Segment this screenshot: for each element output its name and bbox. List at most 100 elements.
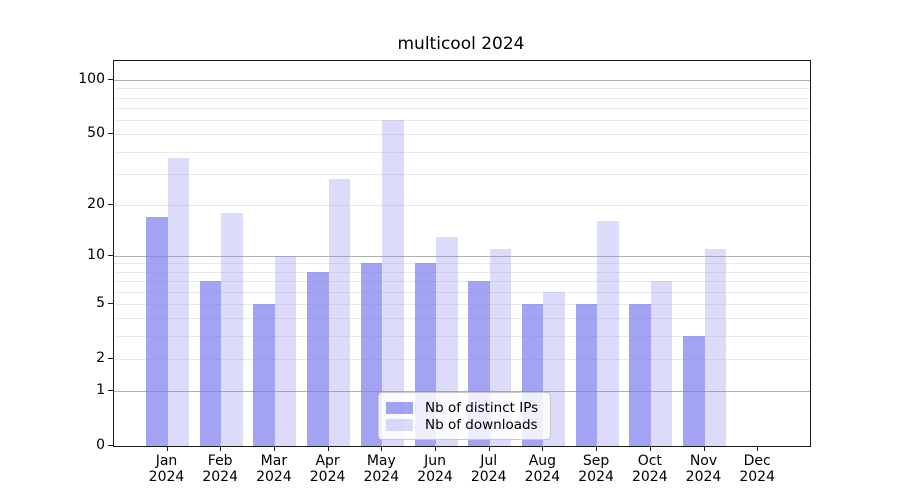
x-tick-month: Jul bbox=[480, 453, 498, 469]
gridline-minor-4 bbox=[114, 318, 810, 320]
y-tick-mark-50 bbox=[108, 133, 113, 135]
gridline-minor-7 bbox=[114, 281, 810, 283]
bar-s1-sep bbox=[597, 221, 619, 446]
gridline-minor-5 bbox=[114, 303, 810, 305]
y-tick-mark-5 bbox=[108, 302, 113, 304]
y-tick-label-1: 1 bbox=[96, 382, 105, 399]
x-tick-year: 2024 bbox=[256, 469, 292, 485]
y-tick-label-100: 100 bbox=[78, 71, 105, 88]
x-tick-month: May bbox=[366, 453, 396, 469]
x-tick-year: 2024 bbox=[148, 469, 185, 485]
y-tick-label-5: 5 bbox=[96, 294, 105, 311]
bar-s0-sep bbox=[575, 303, 598, 446]
x-tick-mark-jul bbox=[488, 446, 490, 451]
x-tick-year: 2024 bbox=[417, 469, 453, 485]
x-tick-label-aug: Aug 2024 bbox=[510, 453, 574, 485]
y-tick-label-20: 20 bbox=[87, 195, 105, 212]
legend-label-distinct-ips: Nb of distinct IPs bbox=[425, 399, 539, 416]
gridline-minor-2 bbox=[114, 358, 810, 360]
x-tick-month: Jun bbox=[424, 453, 446, 469]
gridline-minor-80 bbox=[114, 97, 810, 99]
x-tick-label-mar: Mar 2024 bbox=[242, 453, 306, 485]
gridline-minor-8 bbox=[114, 271, 810, 273]
bar-s1-jan bbox=[167, 157, 189, 446]
x-tick-year: 2024 bbox=[309, 469, 346, 485]
x-tick-month: Mar bbox=[260, 453, 288, 469]
y-tick-mark-100 bbox=[108, 79, 113, 81]
x-tick-month: Dec bbox=[743, 453, 771, 469]
x-tick-year: 2024 bbox=[202, 469, 238, 485]
x-tick-year: 2024 bbox=[363, 469, 400, 485]
x-tick-month: Aug bbox=[528, 453, 557, 469]
x-tick-label-jul: Jul 2024 bbox=[457, 453, 521, 485]
bar-s0-mar bbox=[253, 303, 275, 446]
bar-s0-jan bbox=[146, 216, 168, 446]
bar-s1-may bbox=[382, 120, 404, 446]
x-tick-label-feb: Feb 2024 bbox=[188, 453, 252, 485]
x-tick-month: Jan bbox=[155, 453, 178, 469]
x-tick-mark-mar bbox=[273, 446, 275, 451]
x-tick-label-nov: Nov 2024 bbox=[672, 453, 736, 485]
x-tick-mark-may bbox=[381, 446, 383, 451]
x-tick-month: Sep bbox=[582, 453, 610, 469]
x-tick-year: 2024 bbox=[524, 469, 561, 485]
x-tick-mark-dec bbox=[757, 446, 759, 451]
gridline-minor-60 bbox=[114, 120, 810, 122]
bar-s0-apr bbox=[307, 271, 329, 446]
x-tick-month: Apr bbox=[315, 453, 340, 469]
x-tick-year: 2024 bbox=[578, 469, 614, 485]
y-tick-label-50: 50 bbox=[87, 125, 105, 142]
gridline-minor-6 bbox=[114, 291, 810, 293]
x-tick-year: 2024 bbox=[685, 469, 722, 485]
x-tick-mark-sep bbox=[596, 446, 598, 451]
gridline-minor-20 bbox=[114, 204, 810, 206]
bar-s0-feb bbox=[199, 281, 222, 446]
x-tick-month: Feb bbox=[207, 453, 233, 469]
x-tick-mark-feb bbox=[220, 446, 222, 451]
x-tick-label-apr: Apr 2024 bbox=[296, 453, 360, 485]
bar-s1-apr bbox=[328, 179, 351, 446]
gridline-major-10 bbox=[114, 255, 810, 257]
x-tick-year: 2024 bbox=[739, 469, 775, 485]
x-tick-month: Oct bbox=[637, 453, 662, 469]
bar-s1-oct bbox=[650, 281, 673, 446]
y-tick-label-10: 10 bbox=[87, 246, 105, 263]
legend-row-distinct-ips: Nb of distinct IPs bbox=[386, 399, 538, 416]
gridline-minor-30 bbox=[114, 173, 810, 175]
x-tick-mark-nov bbox=[703, 446, 705, 451]
x-tick-mark-oct bbox=[649, 446, 651, 451]
gridline-major-100 bbox=[114, 80, 810, 82]
gridline-major-1 bbox=[114, 391, 810, 393]
x-tick-label-may: May 2024 bbox=[349, 453, 413, 485]
gridline-minor-90 bbox=[114, 88, 810, 90]
bar-s0-oct bbox=[629, 303, 651, 446]
chart-title: multicool 2024 bbox=[397, 34, 525, 54]
x-tick-mark-aug bbox=[542, 446, 544, 451]
bar-s1-nov bbox=[704, 249, 726, 446]
gridline-minor-40 bbox=[114, 151, 810, 153]
y-tick-mark-10 bbox=[108, 254, 113, 256]
x-tick-mark-jan bbox=[166, 446, 168, 451]
x-tick-year: 2024 bbox=[470, 469, 507, 485]
y-tick-mark-1 bbox=[108, 390, 113, 392]
x-tick-mark-apr bbox=[327, 446, 329, 451]
y-tick-mark-20 bbox=[108, 203, 113, 205]
gridline-minor-3 bbox=[114, 336, 810, 338]
x-tick-label-oct: Oct 2024 bbox=[618, 453, 682, 485]
legend-swatch-downloads bbox=[386, 418, 413, 431]
x-tick-label-jun: Jun 2024 bbox=[403, 453, 467, 485]
x-tick-month: Nov bbox=[689, 453, 718, 469]
legend-swatch-distinct-ips bbox=[386, 401, 413, 414]
x-tick-label-jan: Jan 2024 bbox=[135, 453, 199, 485]
x-tick-year: 2024 bbox=[631, 469, 668, 485]
bar-s0-may bbox=[360, 263, 383, 446]
bar-s1-feb bbox=[221, 212, 243, 446]
x-tick-mark-jun bbox=[435, 446, 436, 451]
y-tick-mark-2 bbox=[108, 357, 113, 359]
y-tick-mark-0 bbox=[108, 445, 113, 446]
gridline-minor-9 bbox=[114, 263, 810, 265]
bar-s1-mar bbox=[274, 255, 297, 446]
x-tick-label-dec: Dec 2024 bbox=[725, 453, 789, 485]
plot-area bbox=[113, 60, 811, 447]
